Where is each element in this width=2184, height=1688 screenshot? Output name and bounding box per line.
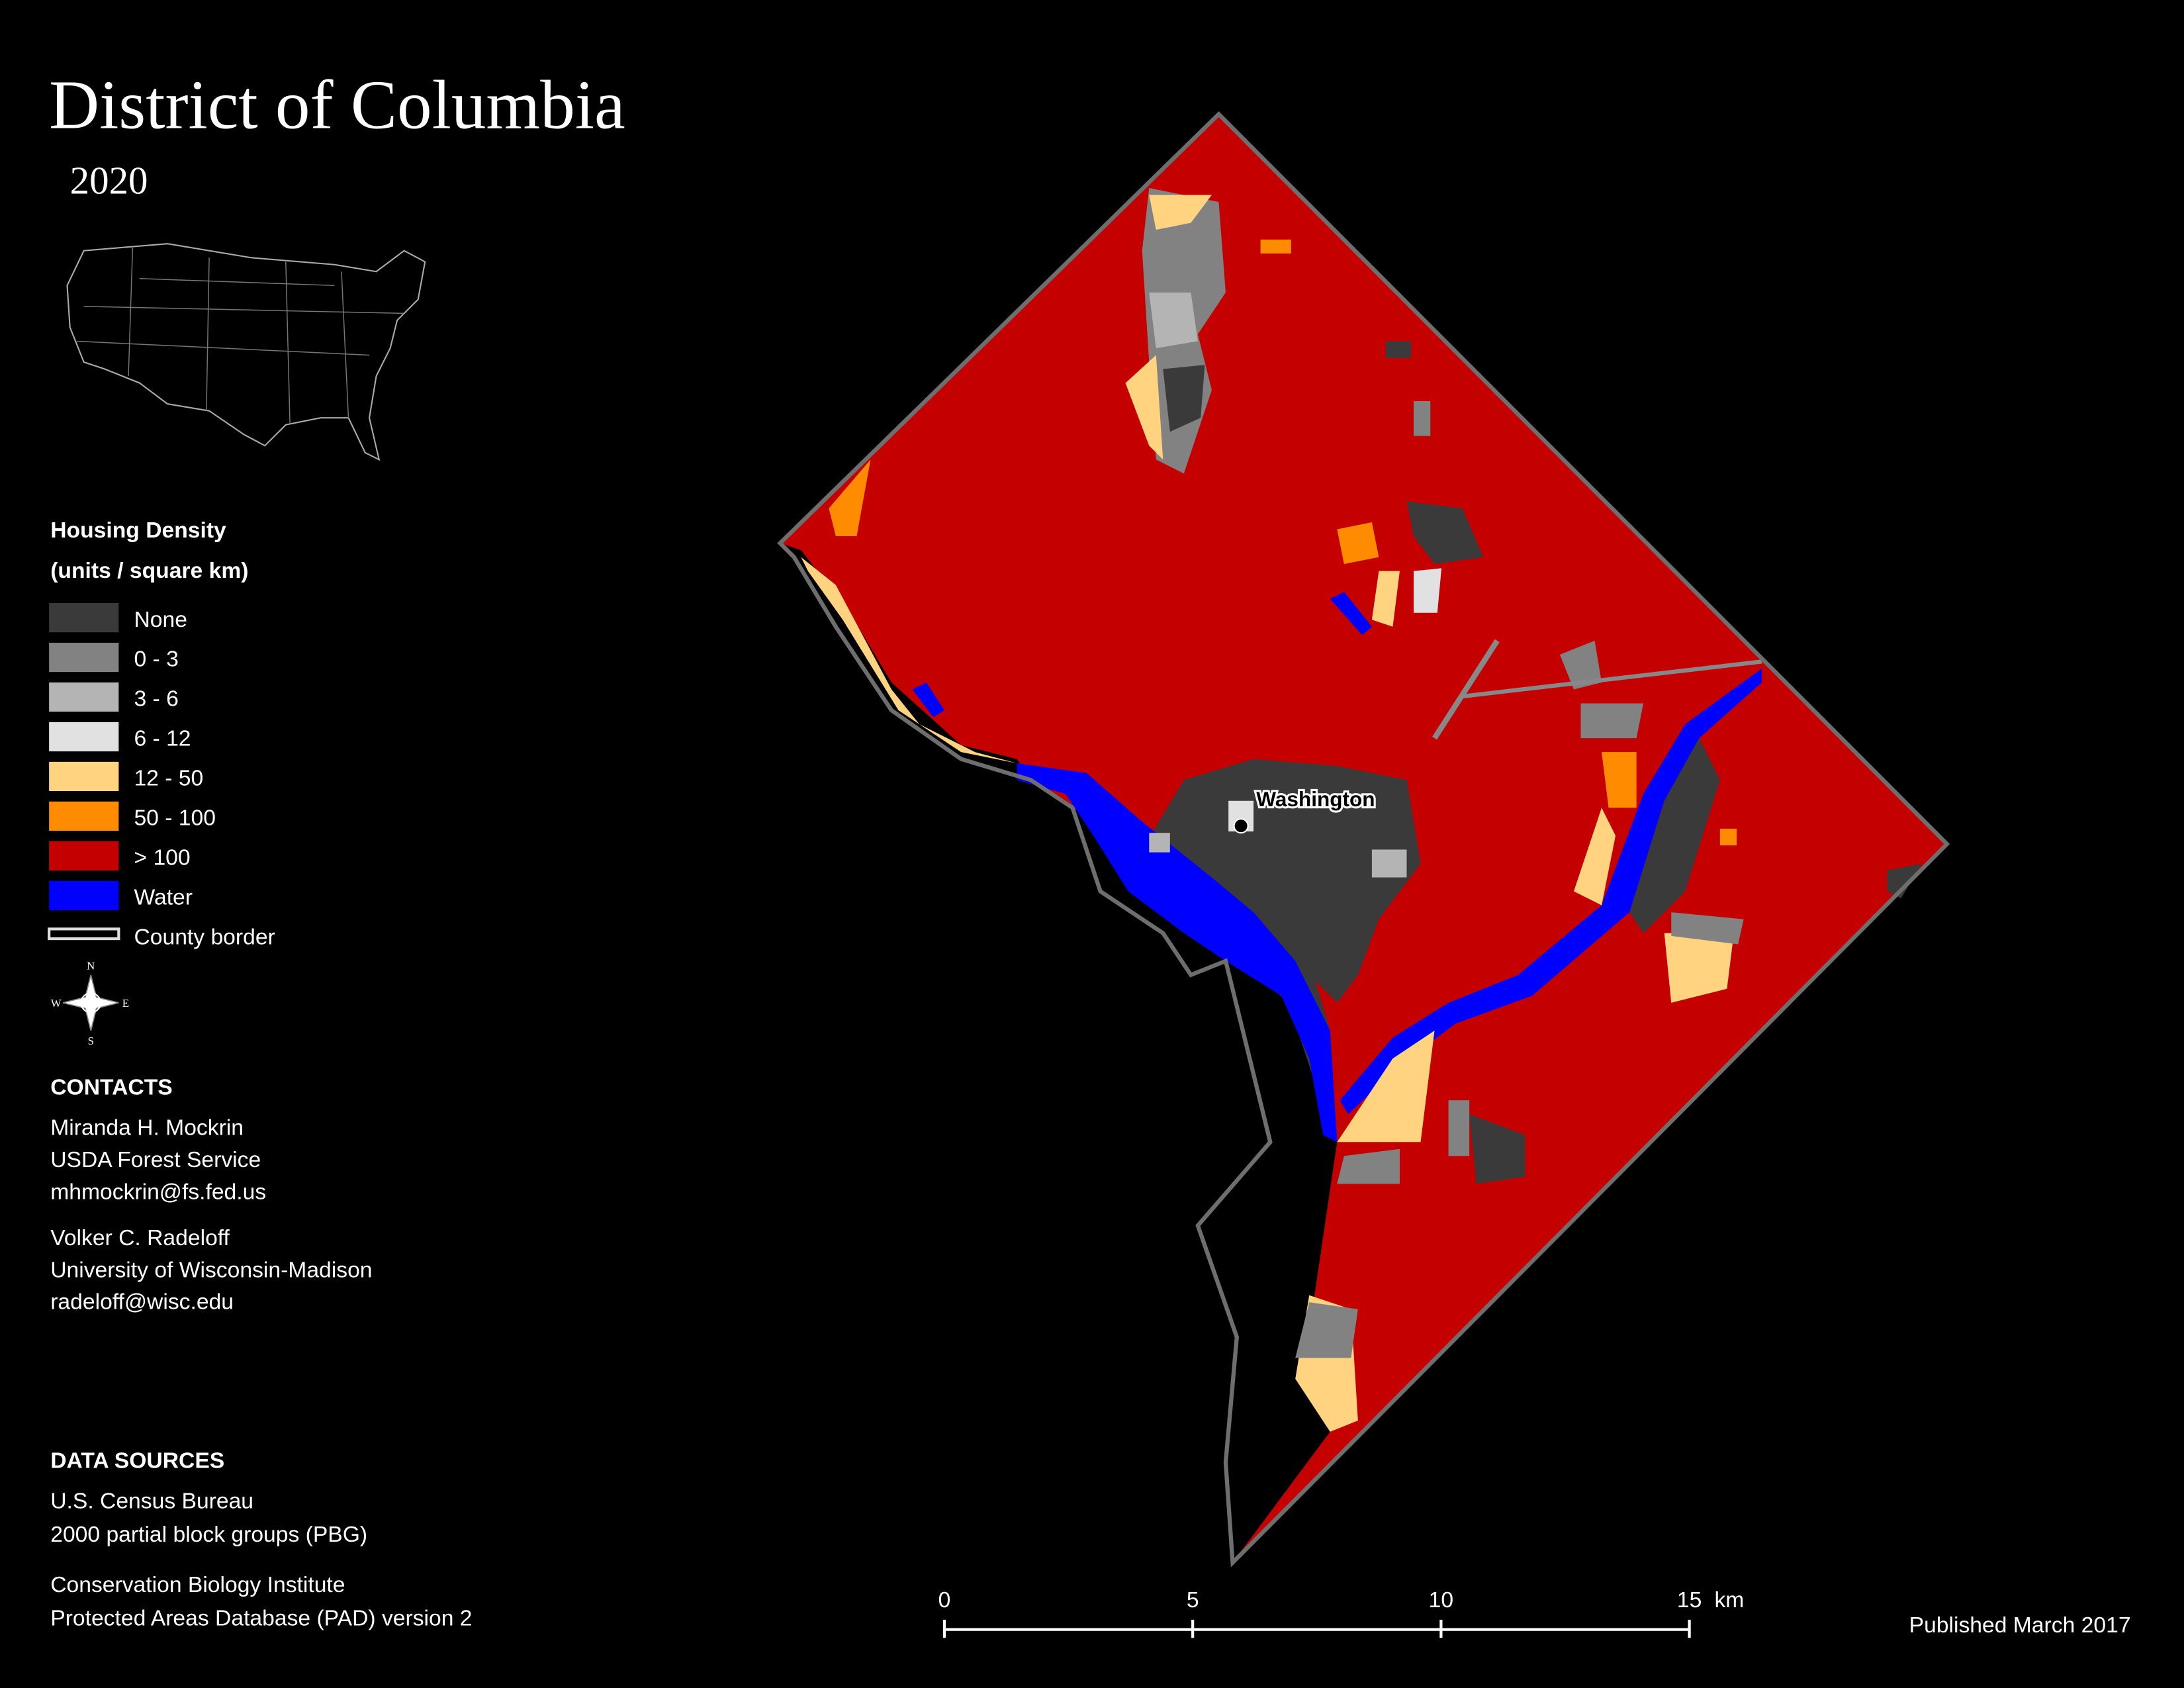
legend-swatch	[49, 841, 119, 870]
patch	[1371, 571, 1400, 627]
scale-unit: km	[1714, 1588, 1744, 1613]
city-label: Washington	[1256, 787, 1375, 811]
patch	[1337, 522, 1379, 565]
virginia-side	[1072, 808, 1338, 1563]
patch	[1469, 1114, 1525, 1184]
legend-swatch	[49, 801, 119, 831]
contacts: Miranda H. Mockrin USDA Forest Service mhm…	[50, 1116, 372, 1315]
legend-swatch	[49, 642, 119, 673]
road	[1432, 639, 1500, 740]
city-marker	[1233, 818, 1249, 834]
anacostia	[1340, 668, 1762, 1115]
source-line: Conservation Biology Institute	[50, 1573, 345, 1597]
pond	[1330, 592, 1372, 635]
contact-line: mhmockrin@fs.fed.us	[50, 1180, 266, 1205]
scale-label: 5	[1187, 1588, 1199, 1613]
legend-swatch	[49, 880, 119, 910]
patch	[1671, 912, 1744, 945]
patch	[1887, 863, 1922, 899]
patch	[1371, 849, 1407, 878]
patch	[1149, 833, 1170, 853]
legend-subtitle: (units / square km)	[50, 559, 248, 583]
patch	[801, 557, 1017, 763]
potomac	[1017, 763, 1338, 1143]
legend-label: 6 - 12	[134, 727, 191, 751]
contact-line: University of Wisconsin-Madison	[50, 1258, 372, 1282]
patch	[1295, 1302, 1358, 1358]
us-inset	[66, 243, 426, 461]
patch	[1337, 1149, 1400, 1184]
legend-label: Water	[134, 886, 193, 910]
scale-label: 15	[1677, 1588, 1702, 1613]
compass-e: E	[122, 997, 129, 1009]
legend-label: 0 - 3	[134, 647, 178, 672]
patch	[1559, 640, 1602, 690]
patch	[1163, 365, 1205, 432]
legend-swatch	[49, 603, 119, 633]
legend-label: 50 - 100	[134, 806, 216, 831]
anacostia-bank	[1629, 738, 1720, 933]
compass: N S E W	[51, 959, 129, 1047]
contact-line: Miranda H. Mockrin	[50, 1116, 244, 1141]
source-line: 2000 partial block groups (PBG)	[50, 1523, 367, 1547]
title: District of Columbia	[49, 66, 625, 144]
sources-heading: DATA SOURCES	[50, 1449, 224, 1474]
footer: Published March 2017	[1909, 1613, 2131, 1638]
subtitle: 2020	[70, 159, 148, 202]
patch	[1385, 341, 1411, 358]
patch	[1573, 808, 1616, 906]
data-sources: U.S. Census Bureau 2000 partial block gro…	[50, 1489, 472, 1631]
patch	[1149, 292, 1198, 348]
contact-line: Volker C. Radeloff	[50, 1226, 230, 1250]
patch	[1414, 400, 1431, 436]
patch	[1414, 568, 1442, 613]
patch	[1664, 933, 1734, 1003]
pond	[912, 682, 944, 718]
west-edge	[780, 543, 1031, 780]
legend-label: None	[134, 608, 187, 632]
patch	[1337, 1030, 1435, 1143]
patch	[1406, 501, 1484, 565]
source-line: Protected Areas Database (PAD) version 2	[50, 1606, 472, 1630]
patch	[1602, 752, 1637, 808]
compass-s: S	[88, 1035, 94, 1047]
scale-label: 0	[938, 1588, 951, 1613]
map: Washington	[777, 111, 1950, 1568]
contact-line: radeloff@wisc.edu	[50, 1290, 234, 1315]
patch	[1149, 195, 1212, 230]
legend-swatch	[49, 682, 119, 712]
legend-label: > 100	[134, 846, 190, 870]
patch	[1260, 239, 1291, 254]
legend-label: 3 - 6	[134, 687, 178, 712]
legend-swatch	[49, 722, 119, 752]
scale-label: 10	[1429, 1588, 1453, 1613]
county-border	[777, 111, 1950, 1568]
compass-w: W	[51, 997, 62, 1009]
source-line: U.S. Census Bureau	[50, 1489, 253, 1514]
legend-swatch	[48, 927, 120, 941]
contact-line: USDA Forest Service	[50, 1148, 261, 1172]
patch	[1580, 703, 1644, 739]
legend-title: Housing Density	[50, 518, 226, 543]
legend-label: 12 - 50	[134, 767, 203, 791]
patch	[1719, 828, 1737, 846]
road	[1462, 659, 1762, 699]
contacts-heading: CONTACTS	[50, 1076, 172, 1100]
legend: None 0 - 3 3 - 6 6 - 12 12 - 50 50 - 100 > 100…	[48, 603, 275, 949]
compass-n: N	[87, 959, 95, 972]
legend-label: County border	[134, 925, 275, 949]
legend-swatch	[49, 761, 119, 792]
patch	[1448, 1100, 1470, 1156]
scale-bar: 0 5 10 15 km	[938, 1588, 1744, 1638]
downtown	[1142, 759, 1421, 1003]
patch	[1125, 355, 1163, 460]
